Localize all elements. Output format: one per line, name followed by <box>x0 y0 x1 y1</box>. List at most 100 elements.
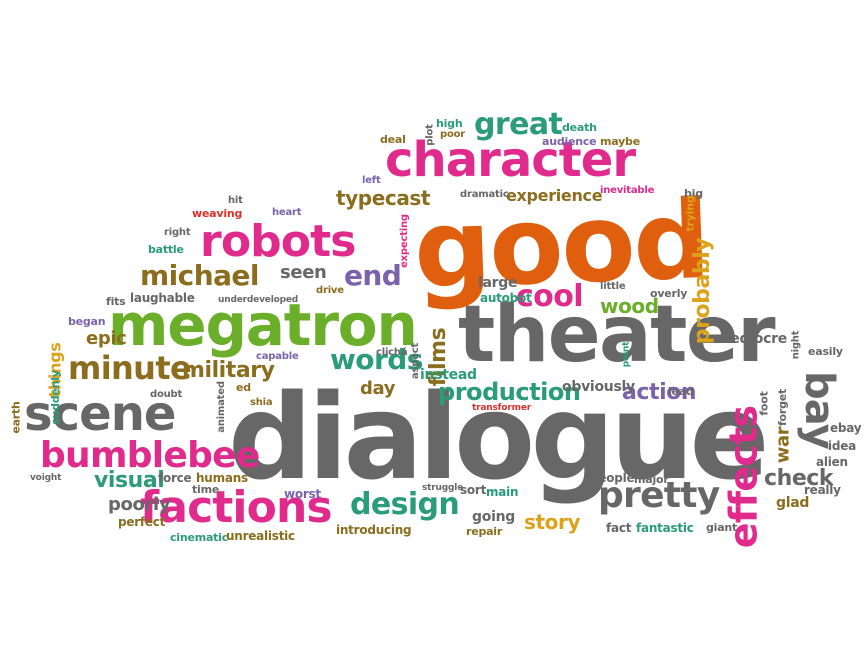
word-earth: earth <box>9 401 23 434</box>
word-transformer: transformer <box>472 403 532 413</box>
word-bay: bay <box>796 370 843 450</box>
word-struggle: struggle <box>422 483 464 493</box>
word-little: little <box>600 281 626 292</box>
word-doubt: doubt <box>150 389 183 400</box>
word-right: right <box>164 227 191 238</box>
word-ebay: ebay <box>830 421 862 435</box>
word-point: point <box>621 341 632 368</box>
word-audience: audience <box>542 135 597 148</box>
word-poorly: poorly <box>108 494 171 515</box>
word-going: going <box>472 509 516 525</box>
word-perfect: perfect <box>118 515 166 529</box>
word-capable: capable <box>256 351 299 362</box>
word-voight: voight <box>30 473 62 483</box>
word-unrealistic: unrealistic <box>226 529 295 543</box>
word-experience: experience <box>506 186 603 205</box>
word-probably: probably <box>690 237 716 345</box>
word-animated: animated <box>215 381 227 433</box>
word-alien: alien <box>816 455 848 469</box>
word-deal: deal <box>380 133 406 146</box>
word-inevitable: inevitable <box>600 185 655 196</box>
word-bumblebee: bumblebee <box>40 435 260 476</box>
word-war: war <box>772 426 794 464</box>
word-seen: seen <box>280 262 327 283</box>
word-theater: theater <box>458 290 776 380</box>
word-overly: overly <box>650 287 688 300</box>
word-time: time <box>192 483 220 496</box>
word-repair: repair <box>466 525 503 538</box>
word-death: death <box>562 121 597 134</box>
word-plot: plot <box>424 124 436 146</box>
word-end: end <box>344 259 402 292</box>
word-pretty: pretty <box>598 475 720 516</box>
word-words: words <box>330 343 423 376</box>
word-aspect: aspect <box>410 342 422 380</box>
word-minute: minute <box>68 349 192 387</box>
word-day: day <box>360 378 396 399</box>
word-weaving: weaving <box>192 207 243 220</box>
word-design: design <box>350 487 460 522</box>
word-obviously: obviously <box>562 379 635 395</box>
word-michael: michael <box>140 259 259 292</box>
word-left: left <box>362 175 381 186</box>
word-epic: epic <box>86 328 127 349</box>
word-great: great <box>474 107 563 142</box>
word-ed: ed <box>236 381 251 394</box>
word-giant: giant <box>706 521 738 534</box>
word-humans: humans <box>196 471 248 485</box>
word-hit: hit <box>228 195 243 206</box>
word-cinematic: cinematic <box>170 531 229 544</box>
word-military: military <box>182 358 275 383</box>
word-poor: poor <box>440 129 466 140</box>
word-sort: sort <box>460 483 487 497</box>
word-major: major <box>634 473 669 486</box>
word-drive: drive <box>316 285 344 296</box>
word-underdeveloped: underdeveloped <box>218 295 299 305</box>
word-character: character <box>385 132 636 188</box>
word-high: high <box>436 117 463 130</box>
word-foot: foot <box>757 391 771 416</box>
word-battle: battle <box>148 243 184 256</box>
word-introducing: introducing <box>336 523 412 537</box>
word-mediocre: mediocre <box>716 331 787 347</box>
word-main: main <box>486 485 519 499</box>
word-forget: forget <box>776 388 790 427</box>
word-factions: factions <box>140 482 333 533</box>
word-visual: visual <box>94 468 165 493</box>
word-force: force <box>158 471 192 485</box>
word-fact: fact <box>606 521 632 535</box>
word-lead: lead <box>668 385 694 398</box>
word-cool: cool <box>516 279 583 314</box>
word-wood: wood <box>600 294 659 318</box>
word-dialogue: dialogue <box>228 368 770 506</box>
word-began: began <box>68 315 106 328</box>
word-instead: instead <box>420 367 477 383</box>
word-shia: shia <box>250 397 273 408</box>
word-dramatic: dramatic <box>460 189 509 200</box>
word-people: people <box>590 471 635 485</box>
word-trying: trying <box>683 195 697 232</box>
word-fantastic: fantastic <box>636 521 694 535</box>
word-large: large <box>478 275 518 291</box>
word-big: big <box>684 187 703 200</box>
word-production: production <box>438 378 581 406</box>
word-suddenly: suddenly <box>48 370 62 425</box>
word-expecting: expecting <box>398 214 410 268</box>
word-idea: idea <box>828 439 856 453</box>
word-night: night <box>790 330 802 360</box>
word-megatron: megatron <box>108 291 418 359</box>
word-scene: scene <box>24 386 176 442</box>
word-robots: robots <box>200 216 356 267</box>
word-cliche: clichá <box>376 347 408 358</box>
word-autobot: autobot <box>480 291 532 305</box>
word-action: action <box>622 380 697 405</box>
word-laughable: laughable <box>130 291 195 305</box>
word-check: check <box>764 466 834 491</box>
word-story: story <box>524 510 581 534</box>
word-maybe: maybe <box>600 135 640 148</box>
word-really: really <box>804 483 841 497</box>
word-heart: heart <box>272 207 302 218</box>
word-easily: easily <box>808 345 843 358</box>
word-typecast: typecast <box>336 186 431 210</box>
